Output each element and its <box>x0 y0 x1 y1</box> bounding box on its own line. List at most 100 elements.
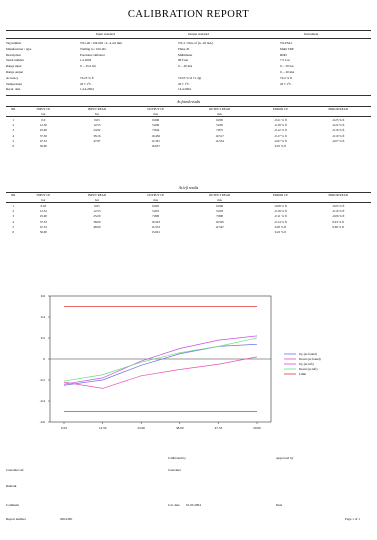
instrument-value: 0 ... 20 mA <box>280 69 295 74</box>
table-cell: 5.005 <box>216 122 224 127</box>
x-tick-label: 47.53 <box>215 426 223 430</box>
y-tick-label: 0 <box>43 357 45 361</box>
column-header: OUTPUT READ <box>183 106 256 112</box>
output-standard-value: 0 ... 20 mA <box>178 64 193 69</box>
column-header: ERROR READ <box>305 192 371 198</box>
table-cell: -0.10 % fl <box>331 133 345 138</box>
table-cell: -0.25 % fl <box>331 117 345 122</box>
column-header: OUTPUT READ <box>183 192 256 198</box>
instrument-value: Multi TRE <box>280 46 294 51</box>
table-cell: 12.50 <box>39 122 47 127</box>
y-tick-label: -0.6 <box>40 420 46 424</box>
unit-header: bar <box>20 197 67 203</box>
table-row: 5 47.53 47.87 12.301 12.534 -0.07 % fl -0.07 %… <box>6 138 371 143</box>
input-standard-value: 1.2.2002 <box>80 58 92 63</box>
table-row: 1 0.0 0.03 0.000 0.005 -0.21 % fl -0.25 % fl <box>6 117 371 123</box>
table-cell: -0.08 % fl <box>274 203 287 208</box>
table-cell: 2 <box>12 208 15 213</box>
series-line <box>63 337 258 382</box>
table-cell: 0.03 % fl <box>332 219 344 224</box>
table-cell: 12.52 <box>39 208 47 213</box>
column-header: NR <box>6 106 21 112</box>
table-cell: 0.03 <box>40 203 47 208</box>
input-standard-value: TX1-40 / 104-002 / 4...2.4.0 mm <box>80 41 122 45</box>
output-standard-value: Multimeter <box>178 52 193 57</box>
unit-header <box>6 111 21 117</box>
output-standard-value: 20 ± 1°C <box>178 81 190 86</box>
table-cell: -0.05 % fl <box>331 203 345 208</box>
table-cell: 50.00 <box>39 230 47 235</box>
cal-date-value: 01.03.2004 <box>186 503 201 507</box>
column-header: OUTPUT CP <box>127 192 184 198</box>
output-standard-value: Fluke 45 <box>178 46 190 51</box>
table-cell: 12.53 <box>93 208 101 213</box>
table-cell: 1 <box>12 117 15 122</box>
y-tick-label: -0.2 <box>40 378 46 382</box>
table-cell: 7.800 <box>216 214 224 219</box>
unit-header: bar <box>66 197 128 203</box>
table-cell: 25.00 <box>93 214 101 219</box>
table-cell: 0.03 <box>94 203 100 208</box>
table-cell: 0.005 <box>216 117 224 122</box>
comment-label: Comment <box>6 503 20 507</box>
output-standard-value: 14.4.2004 <box>178 87 191 92</box>
table-row: 2 12.52 12.53 5.001 5.003 -0.18 % fl -0.10 % f… <box>6 208 371 213</box>
table-cell: 7.844 <box>152 128 160 133</box>
table-cell: -0.10 % fl <box>331 208 345 213</box>
x-tick-label: 25.00 <box>137 426 145 430</box>
table-cell: 5 <box>12 224 15 229</box>
table-cell: 0.005 <box>152 203 160 208</box>
as-found-table: NR INPUT CP INPUT READ OUTPUT CP OUTPUT READ… <box>6 106 371 149</box>
table-cell: 2 <box>12 122 15 127</box>
y-tick-label: -0.4 <box>40 399 46 403</box>
field-label: Description <box>6 52 21 57</box>
field-label: Temperature <box>6 81 23 86</box>
table-row: 3 25.00 24.92 7.844 7.875 -0.12 % fl -0.16 % f… <box>6 128 371 133</box>
field-label: Recal. date <box>6 87 21 92</box>
legend-entry: Down (as left) <box>299 367 317 371</box>
column-header: OUTPUT CP <box>127 106 184 112</box>
table-cell: 1 <box>12 203 15 208</box>
table-cell: -0.06 % fl <box>331 214 345 219</box>
table-cell: 5.003 <box>216 208 224 213</box>
y-tick-label: 0.6 <box>41 294 46 298</box>
table-row: 4 37.53 38.00 10.503 10.505 -0.14 % fl 0.03 % … <box>6 219 371 224</box>
table-row: 4 37.50 38.16 10.456 10.517 -0.17 % fl -0.10 %… <box>6 133 371 138</box>
table-cell: -0.18 % fl <box>274 122 287 127</box>
table-cell: 38.16 <box>93 133 101 138</box>
column-header: NR <box>6 192 21 198</box>
table-cell <box>66 229 127 234</box>
instrument-value: ±0.2 % fl <box>280 75 292 80</box>
output-standard-value: TX-3 / Note of (4...20 mA) <box>178 41 213 45</box>
table-cell: 10.503 <box>151 219 160 224</box>
input-standard-column: TX1-40 / 104-002 / 4...2.4.0 mm Trailing … <box>80 41 122 93</box>
input-standard-value: 20 ± 1°C <box>80 81 92 86</box>
unit-header: bar <box>20 111 67 117</box>
unit-header: mA <box>127 111 184 117</box>
series-line <box>63 343 258 386</box>
table-cell <box>305 143 371 148</box>
table-cell: -0.22 % fl <box>331 122 345 127</box>
table-cell: 12.534 <box>215 138 224 143</box>
table-cell: 0.06 % fl <box>332 224 344 229</box>
table-cell: 10.456 <box>151 133 160 138</box>
table-cell: 4 <box>12 219 15 224</box>
as-left-section-title: As left results <box>178 186 199 190</box>
table-cell: -0.17 % fl <box>274 133 287 138</box>
header-top-rule <box>6 30 371 31</box>
error-chart-svg: 0.6 0.4 0.2 0 -0.2 -0.4 -0.6 0.03 12.50 25.00 38.0… <box>40 294 321 430</box>
column-header: INPUT CP <box>20 106 67 112</box>
table-cell: 38.00 <box>93 219 101 224</box>
output-standard-header: Output standard <box>188 32 210 36</box>
table-cell: -0.11 % fl <box>274 214 287 219</box>
report-title: CALIBRATION REPORT <box>127 9 250 20</box>
unit-header <box>305 197 371 203</box>
table-cell: 37.50 <box>39 133 47 138</box>
column-header: ERROR CP <box>255 192 306 198</box>
unit-header: bar <box>66 111 128 117</box>
column-header: ERROR CP <box>255 106 306 112</box>
table-cell: 0.03 <box>94 117 100 122</box>
table-cell: 3 <box>12 214 15 219</box>
table-cell: 25.00 <box>39 214 47 219</box>
column-header: ERROR READ <box>305 106 371 112</box>
